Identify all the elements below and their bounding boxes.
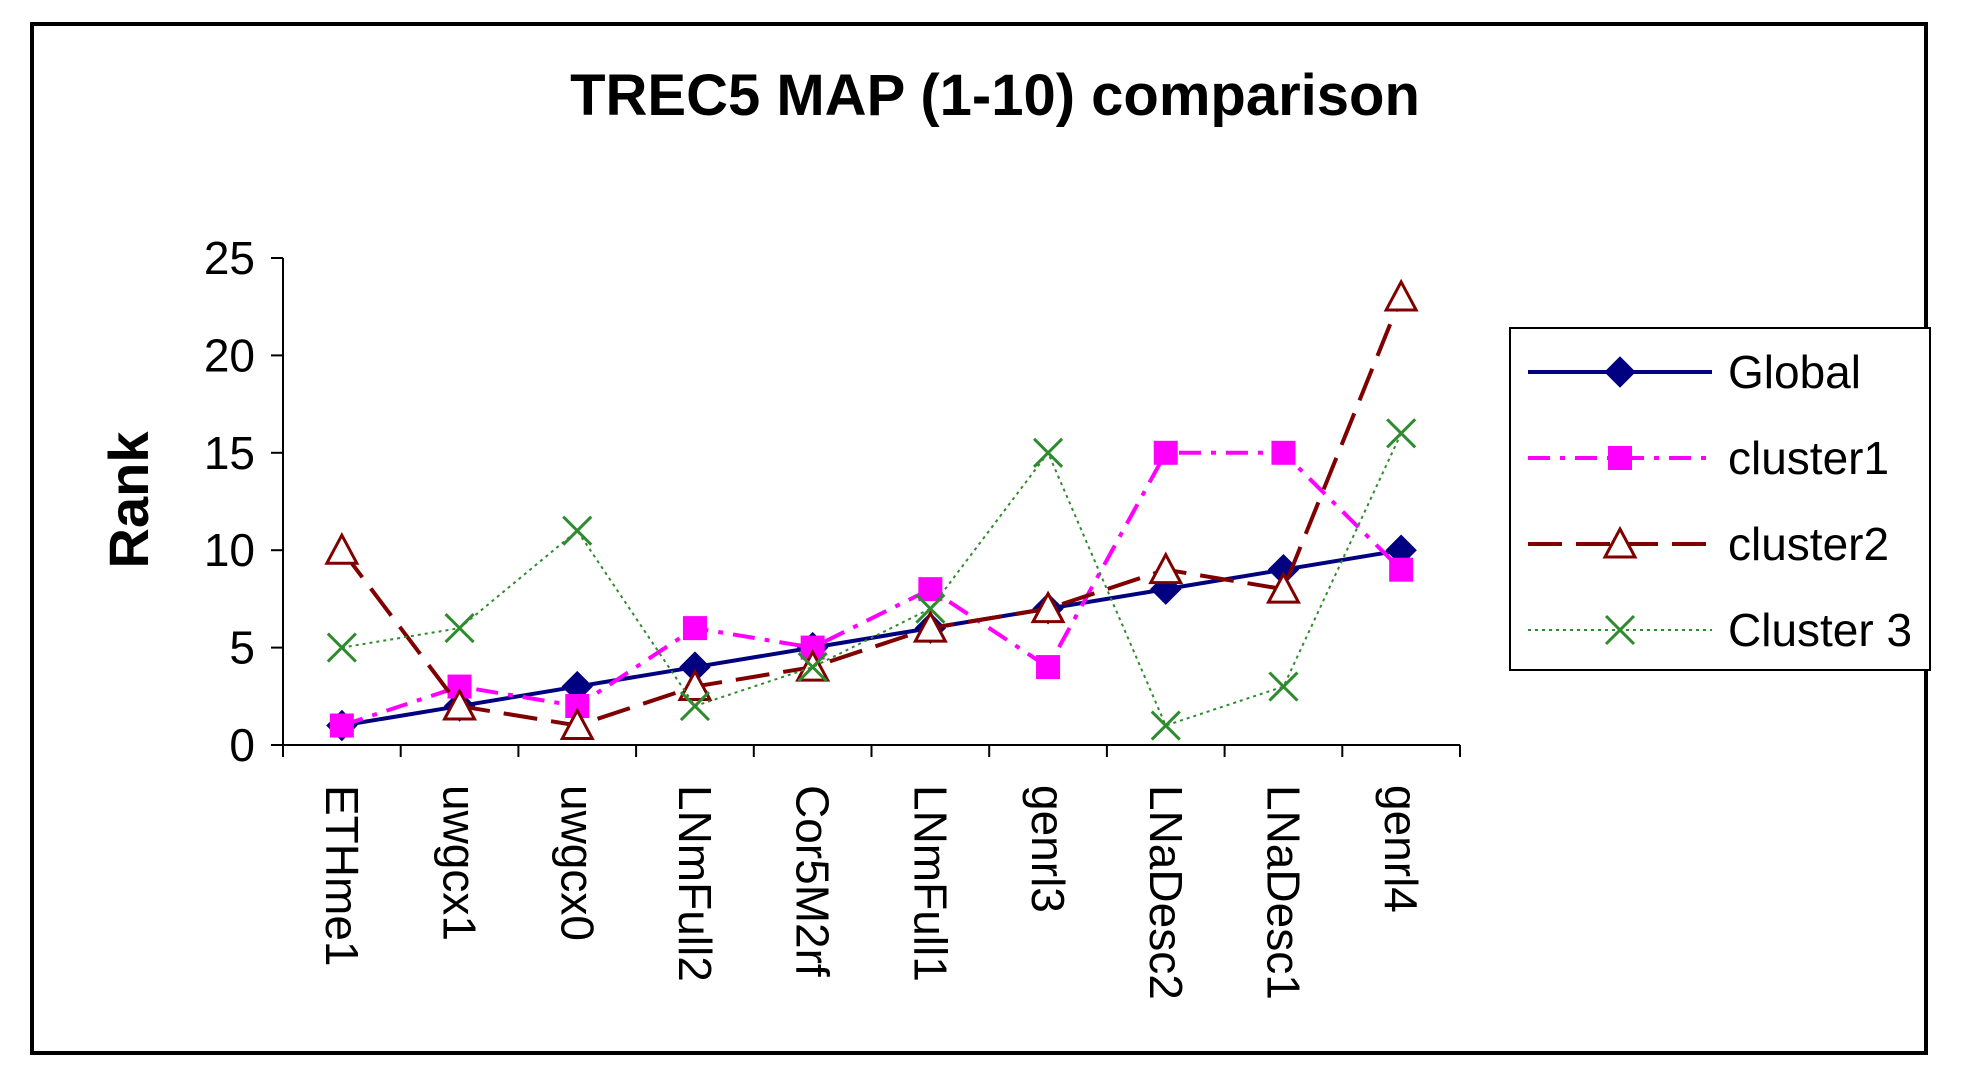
legend-marker	[1604, 614, 1636, 646]
x-tick-label: uwgcx1	[434, 785, 486, 941]
data-point	[1383, 278, 1419, 312]
marker-x-stroke	[326, 632, 357, 663]
legend-item: Global	[1528, 346, 1861, 398]
x-tick-label: LNaDesc1	[1257, 785, 1309, 1000]
series-layer	[324, 278, 1419, 742]
data-point	[1386, 418, 1417, 449]
series-line	[341, 432, 1403, 727]
data-point	[1030, 590, 1066, 624]
y-tick-label: 25	[204, 232, 255, 284]
legend: Global cluster1 cluster2 Cluster 3	[1509, 327, 1931, 671]
data-point	[679, 690, 711, 722]
marker-x-stroke	[1604, 614, 1636, 646]
y-axis-label: Rank	[97, 431, 160, 569]
legend-label: cluster1	[1728, 432, 1889, 484]
x-tick-label: uwgcx0	[551, 785, 603, 941]
data-point	[324, 532, 360, 565]
data-point	[1268, 671, 1299, 702]
x-tick-label: LNmFull1	[904, 785, 956, 982]
data-point	[677, 668, 713, 702]
marker-x-stroke	[1386, 418, 1417, 449]
marker-x-stroke	[915, 593, 946, 624]
data-point	[559, 707, 595, 741]
marker-x-stroke	[444, 613, 475, 644]
x-tick-label: genrl4	[1375, 785, 1427, 913]
y-tick-label: 20	[204, 329, 255, 381]
x-tick-label: LNmFull2	[669, 785, 721, 982]
marker-x-stroke	[562, 515, 593, 546]
series-line	[341, 450, 1403, 728]
legend-label: Cluster 3	[1728, 604, 1912, 656]
x-tick-label: LNaDesc2	[1140, 785, 1192, 1000]
data-point	[1389, 557, 1414, 582]
data-point	[1148, 551, 1184, 585]
legend-box	[1509, 327, 1931, 671]
marker-x-stroke	[1032, 437, 1064, 468]
data-point	[682, 616, 707, 641]
y-tick-label: 10	[204, 524, 255, 576]
legend-item: Cluster 3	[1528, 604, 1912, 656]
data-point	[915, 593, 946, 624]
data-point	[918, 577, 943, 602]
data-point	[326, 632, 357, 663]
axes: 0 5 10 15 20 25 ETHme1 uwgcx1 uwgcx0 LNmFull2 Cor5…	[204, 232, 1461, 1000]
data-point	[1036, 655, 1061, 680]
series-cluster2	[324, 278, 1419, 741]
marker-x-stroke	[1268, 671, 1299, 702]
y-tick-label: 0	[229, 719, 255, 771]
data-point	[797, 652, 828, 683]
series-cluster1	[329, 440, 1414, 738]
y-tick-label: 15	[204, 427, 255, 479]
legend-label: cluster2	[1728, 518, 1889, 570]
legend-marker	[1604, 356, 1636, 388]
legend-marker	[1602, 525, 1638, 559]
data-point	[1265, 570, 1301, 604]
y-tick-label: 5	[229, 622, 255, 674]
data-point	[1032, 437, 1064, 468]
marker-x-stroke	[797, 652, 828, 683]
marker-x-stroke	[1150, 710, 1181, 741]
x-tick-label: genrl3	[1022, 785, 1074, 913]
legend-item: cluster2	[1528, 518, 1889, 570]
data-point	[1150, 710, 1181, 741]
x-tick-label: Cor5M2rf	[787, 785, 839, 977]
data-point	[1153, 440, 1178, 465]
series-line	[340, 296, 1404, 728]
data-point	[912, 609, 948, 643]
legend-label: Global	[1728, 346, 1861, 398]
legend-item: cluster1	[1528, 432, 1889, 484]
series-cluster-3	[326, 418, 1417, 741]
data-point	[1271, 440, 1296, 465]
data-point	[562, 515, 593, 546]
data-point	[444, 613, 475, 644]
data-point	[442, 687, 478, 721]
x-tick-label: ETHme1	[316, 785, 368, 966]
chart-title: TREC5 MAP (1-10) comparison	[570, 63, 1420, 128]
legend-marker	[1608, 446, 1632, 470]
data-point	[329, 713, 354, 738]
marker-x-stroke	[679, 690, 711, 722]
